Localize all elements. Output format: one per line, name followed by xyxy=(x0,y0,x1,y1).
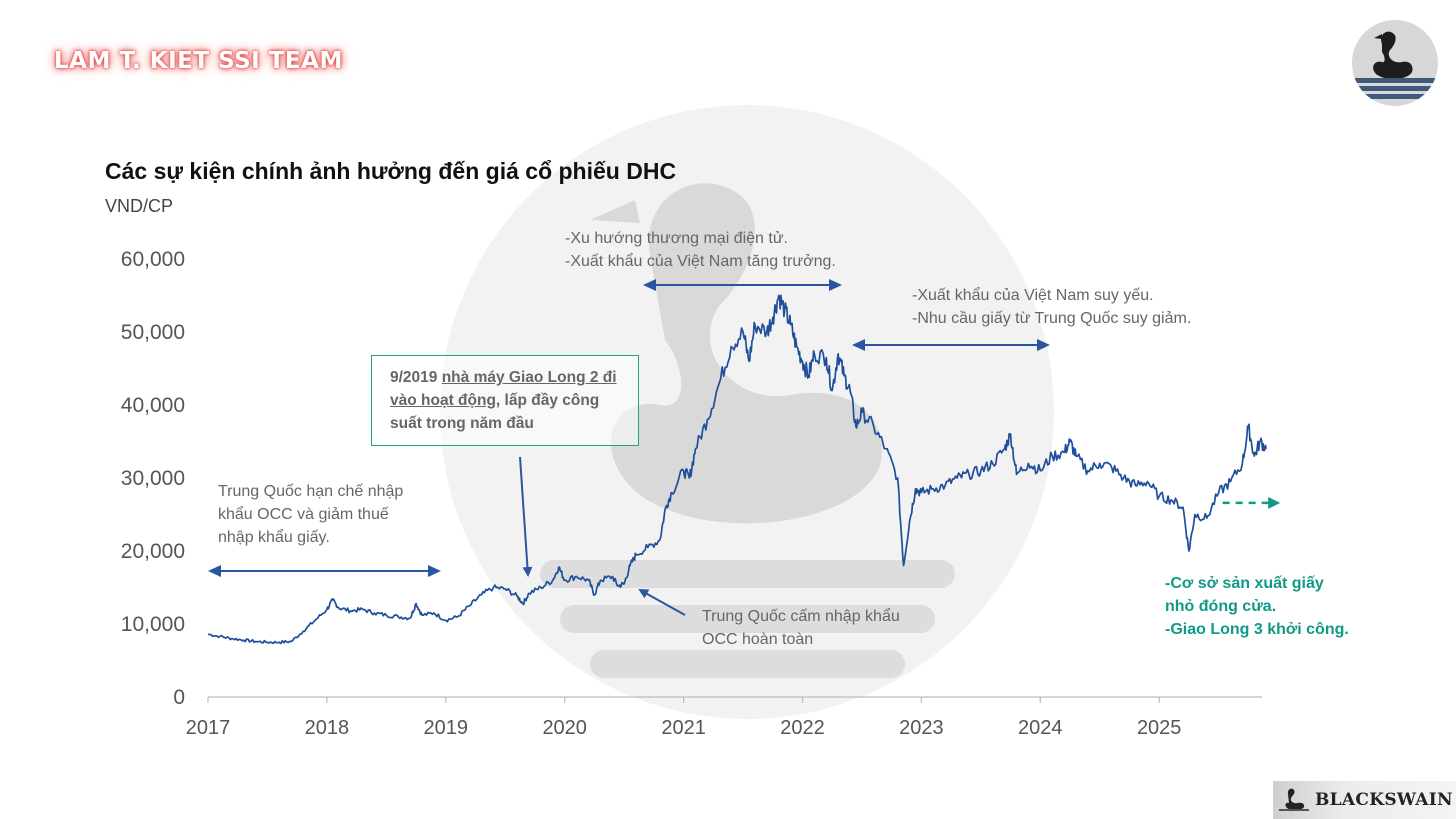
arrow-trade-restriction-period-head-left xyxy=(208,565,221,577)
x-tick-label: 2018 xyxy=(305,717,350,739)
annotation-ecommerce: -Xu hướng thương mại điện tử. -Xuất khẩu… xyxy=(565,230,836,270)
annotation-occ-ban: Trung Quốc cấm nhập khẩu OCC hoàn toàn xyxy=(702,608,900,648)
x-tick-label: 2019 xyxy=(424,717,469,739)
team-badge: LAM T. KIET SSI TEAM xyxy=(54,48,343,74)
y-tick-label: 20,000 xyxy=(121,540,185,563)
annotation-outlook: -Cơ sở sản xuất giấy nhỏ đóng cửa. -Giao… xyxy=(1165,575,1349,638)
x-tick-label: 2017 xyxy=(186,717,231,739)
arrow-export-weak-period-head-right xyxy=(1037,339,1050,351)
price-series-line xyxy=(207,294,1268,645)
arrow-trade-restriction-period-head-right xyxy=(428,565,441,577)
y-tick-label: 0 xyxy=(173,686,185,709)
chart-title: Các sự kiện chính ảnh hưởng đến giá cổ p… xyxy=(105,158,677,184)
annotation-giao-long-prefix: 9/2019 xyxy=(390,369,442,386)
annotation-giao-long-link: nhà máy Giao Long 2 đi vào hoạt động xyxy=(390,369,617,409)
y-tick-label: 10,000 xyxy=(121,613,185,636)
x-tick-label: 2020 xyxy=(542,717,587,739)
arrow-ecommerce-period-head-left xyxy=(643,279,656,291)
annotation-export-weak: -Xuất khẩu của Việt Nam suy yếu. -Nhu cầ… xyxy=(912,287,1192,327)
x-tick-label: 2021 xyxy=(661,717,706,739)
y-axis-unit-label: VND/CP xyxy=(105,196,174,216)
annotation-giao-long-box: 9/2019 nhà máy Giao Long 2 đi vào hoạt đ… xyxy=(371,355,639,446)
x-tick-label: 2024 xyxy=(1018,717,1063,739)
x-tick-label: 2025 xyxy=(1137,717,1182,739)
x-tick-label: 2023 xyxy=(899,717,944,739)
arrow-ecommerce-period-head-right xyxy=(829,279,842,291)
swan-icon xyxy=(1279,788,1309,811)
arrow-giao-long xyxy=(519,456,533,577)
annotation-giao-long-suffix: , lấp đầy công suất trong năm đầu xyxy=(390,392,600,432)
x-tick-label: 2022 xyxy=(780,717,825,739)
y-tick-label: 30,000 xyxy=(121,467,185,490)
arrow-occ-ban xyxy=(638,589,686,616)
annotation-trade-restriction: Trung Quốc hạn chế nhập khẩu OCC và giảm… xyxy=(218,483,404,546)
blackswain-wordmark: BLACKSWAIN xyxy=(1315,790,1453,810)
arrow-export-weak-period-head-left xyxy=(852,339,865,351)
blackswain-footer-logo: BLACKSWAIN xyxy=(1273,781,1456,819)
black-swan-logo-icon xyxy=(1352,20,1438,106)
y-tick-label: 40,000 xyxy=(121,394,185,417)
y-tick-label: 50,000 xyxy=(121,321,185,344)
y-tick-label: 60,000 xyxy=(121,248,185,271)
